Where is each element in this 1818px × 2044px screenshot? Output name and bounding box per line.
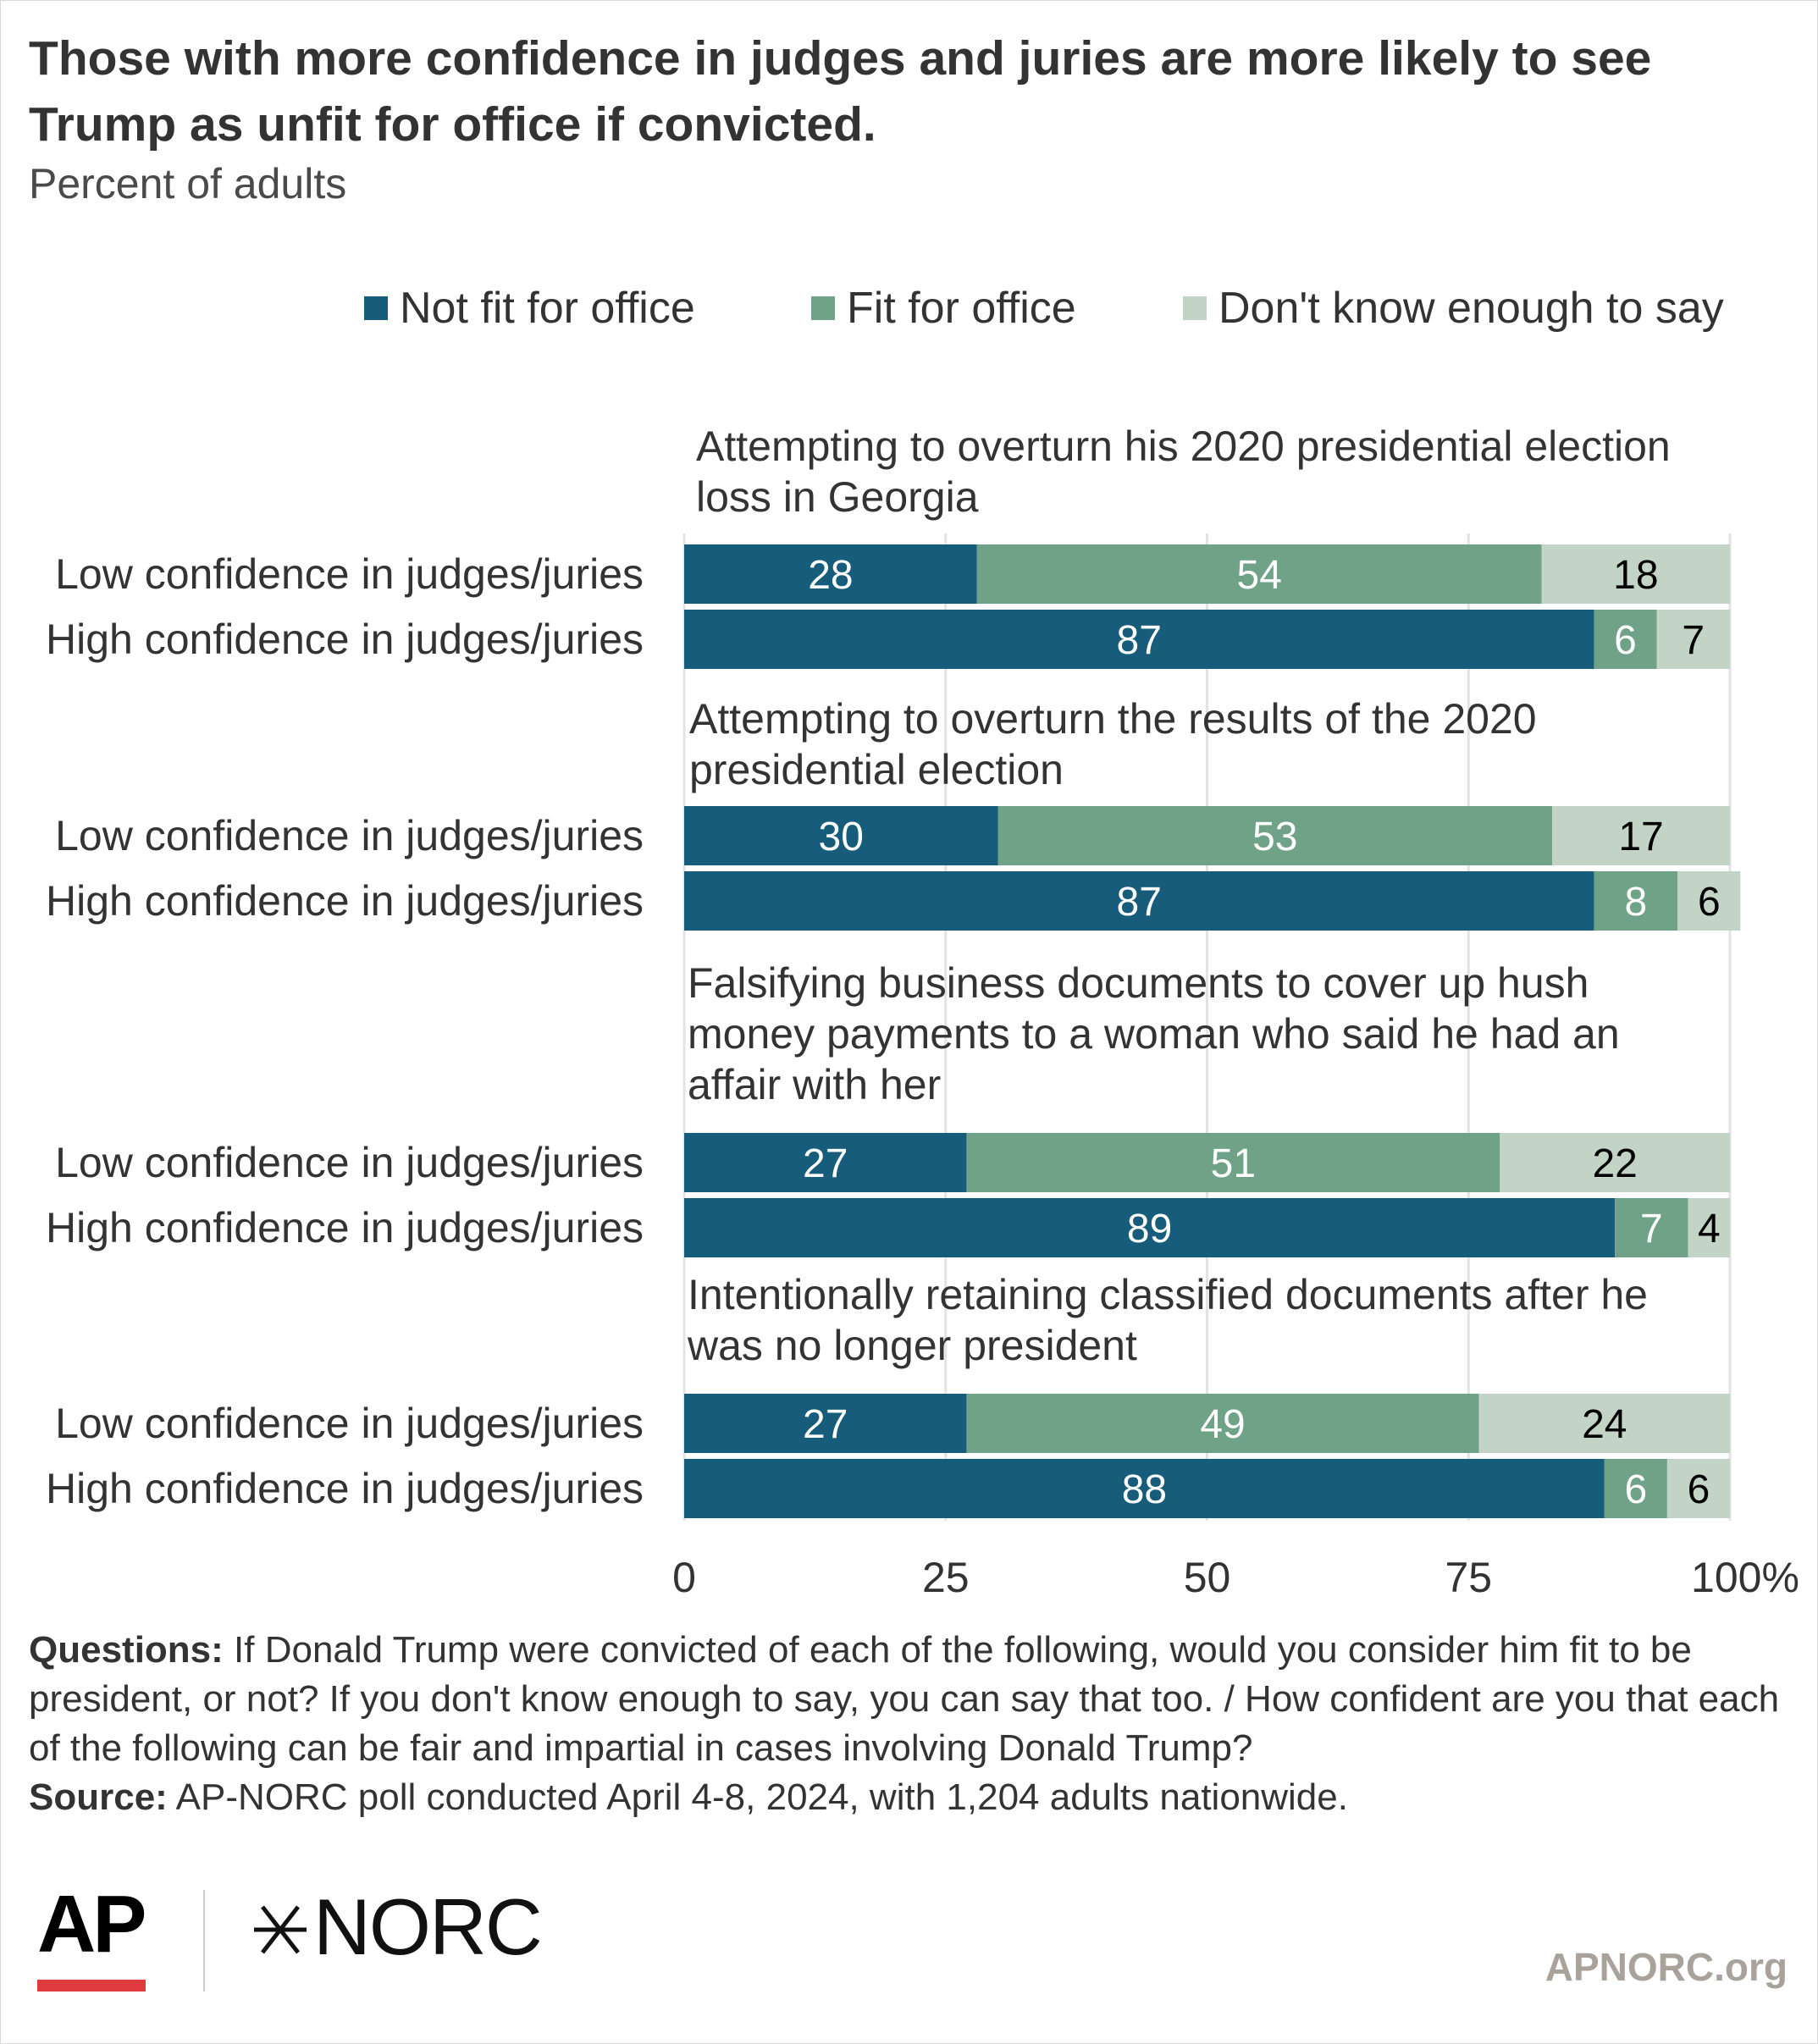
bar-segment — [1478, 1394, 1730, 1453]
row-label: High confidence in judges/juries — [46, 877, 644, 925]
x-tick-label: 75 — [1445, 1554, 1492, 1601]
bar-value-label: 49 — [1200, 1402, 1245, 1447]
bar-value-label: 87 — [1117, 880, 1162, 925]
bar-value-label: 6 — [1624, 1467, 1647, 1512]
row-label: High confidence in judges/juries — [46, 1465, 644, 1512]
bar-segment — [1500, 1133, 1730, 1192]
norc-logo-text: NORC — [313, 1882, 543, 1971]
row-label: Low confidence in judges/juries — [55, 812, 644, 859]
bar-segment — [976, 544, 1542, 604]
bar-value-label: 22 — [1592, 1141, 1637, 1186]
bar-segment — [684, 1198, 1616, 1257]
bar-segment — [997, 806, 1553, 865]
bar-value-label: 88 — [1122, 1467, 1167, 1512]
chart-subtitle: Percent of adults — [29, 160, 347, 207]
legend-swatch-dont-know — [1183, 296, 1207, 320]
source-label: Source: — [29, 1776, 168, 1818]
bar-value-label: 53 — [1252, 815, 1297, 859]
bar-value-label: 6 — [1614, 618, 1637, 663]
ap-logo: AP — [37, 1879, 146, 1969]
legend-label-not-fit: Not fit for office — [400, 284, 695, 333]
group-title-line: Falsifying business documents to cover u… — [688, 959, 1589, 1007]
bar-segment — [684, 544, 977, 604]
bar-segment — [684, 871, 1594, 931]
legend-swatch-not-fit — [364, 296, 388, 320]
bar-value-label: 51 — [1211, 1141, 1256, 1186]
bar-value-label: 6 — [1688, 1467, 1710, 1512]
bar-segment — [1666, 1459, 1730, 1518]
group-title-line: presidential election — [689, 746, 1064, 793]
x-tick-label: 50 — [1184, 1554, 1231, 1601]
site-link[interactable]: APNORC.org — [1544, 1945, 1788, 1989]
group-title-line: was no longer president — [687, 1322, 1137, 1369]
bar-segment — [684, 1394, 967, 1453]
group-title-line: Attempting to overturn his 2020 presiden… — [696, 423, 1671, 470]
bar-segment — [966, 1394, 1479, 1453]
bar-segment — [1541, 544, 1730, 604]
bar-segment — [1656, 610, 1730, 669]
questions-label: Questions: — [29, 1629, 224, 1671]
bar-value-label: 7 — [1640, 1207, 1663, 1251]
bar-value-label: 7 — [1682, 618, 1705, 663]
asterisk-mark-icon — [254, 1905, 307, 1954]
legend-label-fit: Fit for office — [847, 284, 1076, 333]
bar-segment — [1594, 871, 1678, 931]
bar-value-label: 4 — [1698, 1207, 1721, 1251]
norc-logo: NORC — [251, 1881, 543, 1973]
questions-text: If Donald Trump were convicted of each o… — [29, 1629, 1780, 1769]
source-text: AP-NORC poll conducted April 4-8, 2024, … — [175, 1776, 1348, 1818]
bar-value-label: 28 — [808, 553, 853, 598]
x-tick-label: 25 — [922, 1554, 970, 1601]
bar-segment — [966, 1133, 1500, 1192]
legend: Not fit for office Fit for office Don't … — [0, 283, 1818, 334]
x-tick-label: 0 — [672, 1554, 696, 1601]
row-label: Low confidence in judges/juries — [55, 550, 644, 598]
bar-value-label: 54 — [1237, 553, 1282, 598]
logo-divider — [203, 1890, 205, 1992]
bar-segment — [1594, 610, 1657, 669]
bar-segment — [684, 1459, 1605, 1518]
legend-item-not-fit: Not fit for office — [364, 283, 695, 334]
row-label: Low confidence in judges/juries — [55, 1400, 644, 1447]
bar-value-label: 87 — [1117, 618, 1162, 663]
chart-footer: Questions: If Donald Trump were convicte… — [29, 1626, 1799, 1822]
legend-item-fit: Fit for office — [811, 283, 1076, 334]
x-tick-label: 100% — [1691, 1554, 1799, 1601]
bar-segment — [684, 1133, 967, 1192]
bar-segment — [1552, 806, 1730, 865]
bar-segment — [1677, 871, 1741, 931]
bar-segment — [1615, 1198, 1688, 1257]
bar-value-label: 89 — [1127, 1207, 1172, 1251]
group-title-line: loss in Georgia — [696, 473, 979, 521]
bar-value-label: 17 — [1618, 815, 1663, 859]
group-title-line: affair with her — [688, 1061, 941, 1108]
bar-segment — [684, 610, 1594, 669]
group-title-line: Attempting to overturn the results of th… — [689, 695, 1537, 743]
ap-logo-underline — [37, 1980, 146, 1992]
group-title-line: Intentionally retaining classified docum… — [688, 1271, 1648, 1318]
bar-value-label: 8 — [1624, 880, 1647, 925]
bar-value-label: 27 — [803, 1402, 848, 1447]
row-label: High confidence in judges/juries — [46, 616, 644, 663]
legend-label-dont-know: Don't know enough to say — [1218, 284, 1724, 333]
legend-item-dont-know: Don't know enough to say — [1183, 283, 1724, 334]
bar-value-label: 27 — [803, 1141, 848, 1186]
chart-title: Those with more confidence in judges and… — [29, 31, 1652, 152]
bar-value-label: 30 — [819, 815, 864, 859]
bar-segment — [684, 806, 998, 865]
row-label: High confidence in judges/juries — [46, 1204, 644, 1251]
bar-segment — [1688, 1198, 1730, 1257]
bar-value-label: 6 — [1698, 880, 1721, 925]
bar-value-label: 24 — [1582, 1402, 1627, 1447]
bar-segment — [1604, 1459, 1667, 1518]
row-label: Low confidence in judges/juries — [55, 1139, 644, 1186]
bar-value-label: 18 — [1613, 553, 1658, 598]
legend-swatch-fit — [811, 296, 835, 320]
group-title-line: money payments to a woman who said he ha… — [688, 1010, 1620, 1058]
